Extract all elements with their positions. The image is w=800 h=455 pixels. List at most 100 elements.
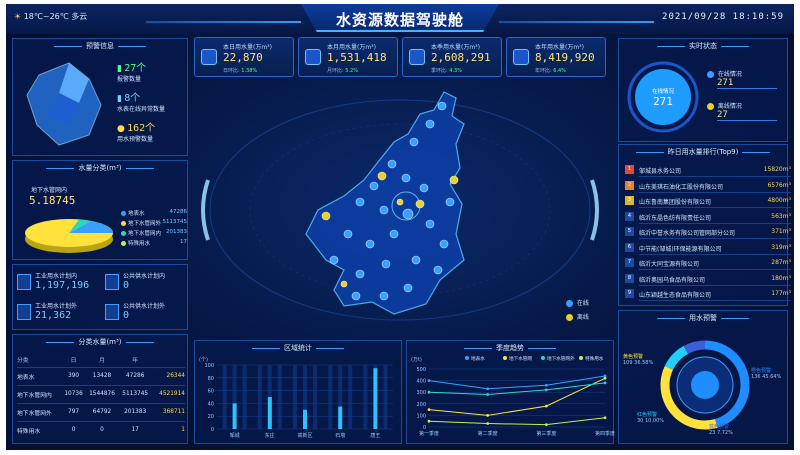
bar-track xyxy=(293,365,297,429)
kpi-value: 2,608,291 xyxy=(431,51,491,64)
y-tick-label: 40 xyxy=(208,401,214,407)
distribution-headline-value: 5.18745 xyxy=(29,194,76,207)
table-header: 月 xyxy=(99,358,105,365)
bar xyxy=(373,368,378,429)
rank-name: 临沂大同宝源有限公司 xyxy=(639,261,700,268)
series-line xyxy=(428,375,606,390)
ranking-row[interactable]: 9 山东颖越生态食品有限公司 177m³ xyxy=(625,287,791,301)
series-point xyxy=(603,416,607,420)
page-title: 水资源数据驾驶舱 xyxy=(335,11,464,29)
plan-item[interactable]: 公共供水计划内 0 xyxy=(105,271,185,297)
map-area[interactable] xyxy=(194,84,606,336)
y-tick-label: 100 xyxy=(416,413,426,419)
trend-line-chart: (万t) 地表水 地下水管网 地下水管网外 特殊用水 0 100 200 300 400 500 第一… xyxy=(411,355,615,437)
alarm-value: 8个 xyxy=(124,93,141,104)
table-panel-title: 分类水量(m³) xyxy=(13,337,187,349)
plan-item[interactable]: 工业用水计划外 21,362 xyxy=(17,301,101,327)
alarm-item[interactable]: ● 162个 用水预警数量 xyxy=(117,119,185,149)
gauge-label: 在线情况 xyxy=(651,89,674,95)
ranking-row[interactable]: 5 临沂中誉水务有限公司管网部分公司 371m³ xyxy=(625,225,791,239)
warning-panel: 用水预警 黄色预警 109 36.58% 橙色预警 136 45.64% 红色预警 3… xyxy=(618,310,788,444)
kpi-value: 1,531,418 xyxy=(327,51,387,64)
x-tick-label: 高新区 xyxy=(297,432,312,439)
series-line xyxy=(428,382,606,396)
rank-name: 中节能(邹城)环保能源有限公司 xyxy=(639,245,722,253)
kpi-sub: 月环比: 5.2% xyxy=(327,68,358,74)
ranking-row[interactable]: 7 临沂大同宝源有限公司 287m³ xyxy=(625,256,791,270)
map-legend-offline[interactable]: 离线 xyxy=(566,312,589,326)
ranking-row[interactable]: 3 山东鲁南集团股份有限公司 4800m³ xyxy=(625,194,791,208)
plan-label: 工业用水计划外 xyxy=(35,303,78,310)
online-status[interactable]: 在线情况 271 xyxy=(707,69,777,89)
rank-index: 5 xyxy=(625,227,634,236)
water-meter-icon xyxy=(409,49,425,65)
warning-label-orange: 橙色预警 136 45.64% xyxy=(751,368,782,380)
kpi-card-day[interactable]: 本日用水量(万m³) 22,870 日环比: 1.38% xyxy=(194,37,294,77)
table-row[interactable]: 地下水管网内 10736 1544876 5113745 4521914 xyxy=(17,385,185,403)
weather: ☀ 18℃~26℃ 多云 xyxy=(14,11,87,22)
kpi-label: 本年用水量(万m³) xyxy=(535,44,584,51)
online-status-icon xyxy=(707,71,714,78)
y-tick-label: 300 xyxy=(416,390,426,396)
building-icon xyxy=(17,304,31,320)
map-legend-online[interactable]: 在线 xyxy=(566,298,589,312)
series-point xyxy=(544,388,548,392)
region-map-icon xyxy=(26,62,102,146)
alarm-item[interactable]: ▮ 27个 报警数量 xyxy=(117,59,185,89)
table-row[interactable]: 地表水 390 13428 47286 26344 xyxy=(17,367,185,385)
series-point xyxy=(427,408,431,411)
rank-index: 7 xyxy=(625,258,634,267)
plan-value: 1,197,196 xyxy=(35,280,90,291)
y-tick-label: 400 xyxy=(416,379,426,385)
offline-icon xyxy=(566,314,573,321)
y-axis-label: (个) xyxy=(199,357,208,363)
kpi-card-year[interactable]: 本年用水量(万m³) 8,419,920 年环比: 6.4% xyxy=(506,37,606,77)
rank-index: 2 xyxy=(625,180,634,190)
kpi-card-month[interactable]: 本月用水量(万m³) 1,531,418 月环比: 5.2% xyxy=(298,37,398,77)
plan-item[interactable]: 公共供水计划外 0 xyxy=(105,301,185,327)
alarm-item[interactable]: ▮ 8个 水表在线异常数量 xyxy=(117,89,185,119)
rank-name: 山东鲁南集团股份有限公司 xyxy=(639,199,712,206)
ranking-row[interactable]: 1 邹城县水务公司 15820m³ xyxy=(625,163,791,177)
bar-track xyxy=(328,365,333,429)
table-row[interactable]: 地下水管网外 797 64792 201383 368711 xyxy=(17,403,185,421)
region-chart-panel: 区域统计 (个) 0 20 40 60 80 100 邹城 东庄 高新区 石墙 唐王 xyxy=(194,340,402,444)
ranking-row[interactable]: 2 山东美琪石油化工股份有限公司 6576m³ xyxy=(625,179,791,193)
legend-label: 地下水管网 xyxy=(509,355,532,362)
ranking-row[interactable]: 6 中节能(邹城)环保能源有限公司 319m³ xyxy=(625,241,791,255)
table-row[interactable]: 特殊用水 0 0 17 1 xyxy=(17,421,185,439)
warning-panel-title: 用水预警 xyxy=(619,313,787,325)
legend-label: 特殊用水 xyxy=(585,355,604,362)
warning-label-yellow: 黄色预警 109 36.58% xyxy=(623,354,654,366)
legend-swatch xyxy=(465,356,469,360)
distribution-pie xyxy=(25,219,113,253)
kpi-label: 本季用水量(万m³) xyxy=(431,44,480,51)
kpi-sub: 年环比: 6.4% xyxy=(535,68,566,74)
ranking-row[interactable]: 4 临沂东晶色纺有限责任公司 563m³ xyxy=(625,210,791,224)
offline-status[interactable]: 离线情况 27 xyxy=(707,101,777,121)
table-header: 分类 xyxy=(17,358,29,365)
rank-value: 563m³ xyxy=(771,212,791,220)
trend-chart-title: 季度趋势 xyxy=(407,343,613,355)
kpi-sub: 日环比: 1.38% xyxy=(223,68,258,74)
kpi-sub: 季环比: 4.3% xyxy=(431,68,462,74)
x-tick-label: 第二季度 xyxy=(478,430,498,437)
table-header-row: 分类 日 月 年 xyxy=(17,353,185,367)
series-point xyxy=(427,390,431,394)
ranking-row[interactable]: 8 临沂奥园乌食品有限公司 180m³ xyxy=(625,272,791,286)
rank-value: 6576m³ xyxy=(767,181,791,189)
table-header: 年 xyxy=(132,358,139,365)
water-meter-icon xyxy=(305,49,321,65)
battery-icon: ▮ xyxy=(117,64,122,74)
rank-index: 3 xyxy=(625,196,634,205)
plan-item[interactable]: 工业用水计划内 1,197,196 xyxy=(17,271,101,297)
meter-icon: ▮ xyxy=(117,94,122,104)
bar-track xyxy=(348,365,353,429)
kpi-card-quarter[interactable]: 本季用水量(万m³) 2,608,291 季环比: 4.3% xyxy=(402,37,502,77)
series-point xyxy=(544,423,548,427)
y-tick-label: 200 xyxy=(416,402,426,408)
series-point xyxy=(486,393,490,396)
bar-track xyxy=(222,365,227,429)
plan-value: 0 xyxy=(123,310,130,321)
legend-item: 地下水管网内 201383 xyxy=(121,229,187,239)
